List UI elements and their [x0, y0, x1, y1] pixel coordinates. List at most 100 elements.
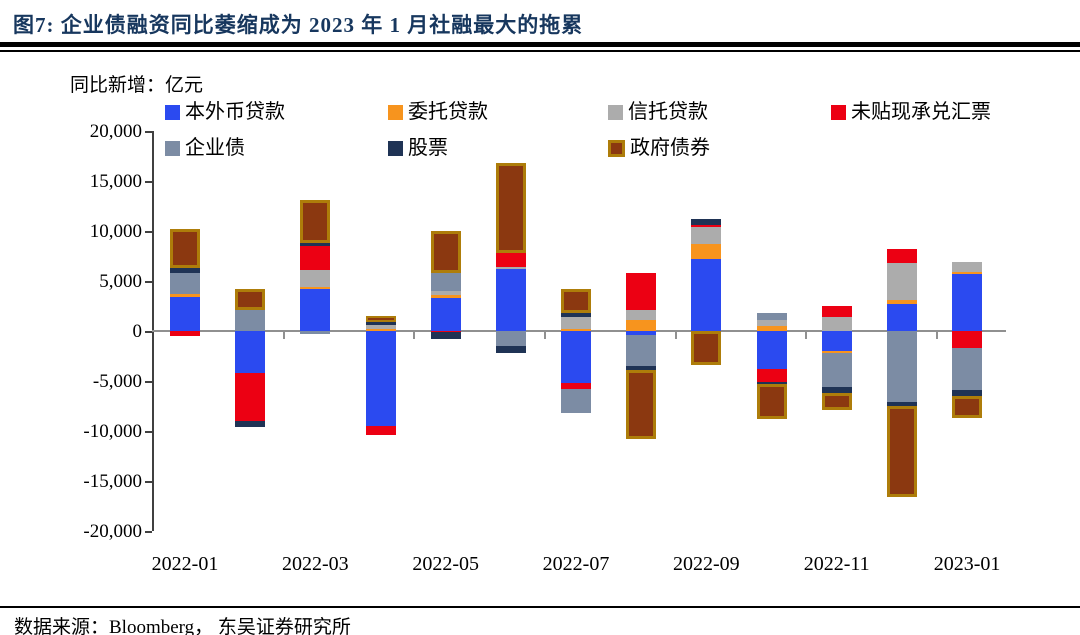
y-axis-tick — [145, 181, 152, 183]
y-axis-tick — [145, 531, 152, 533]
bar-segment-2022-03-未贴现承兑汇票 — [300, 245, 331, 270]
x-tick-label: 2022-05 — [412, 553, 479, 575]
bar-segment-2022-12-政府债券 — [886, 406, 917, 497]
bar-segment-2022-06-股票 — [495, 346, 526, 353]
x-tick-label: 2023-01 — [933, 553, 1001, 575]
x-tick-label: 2022-03 — [281, 553, 349, 575]
legend-label: 股票 — [408, 137, 448, 159]
bar-segment-2022-04-政府债券 — [365, 316, 396, 322]
x-tick-label: 2022-07 — [542, 553, 610, 575]
y-axis-tick — [145, 431, 152, 433]
bar-segment-2023-01-股票 — [952, 390, 983, 396]
y-tick-label: 0 — [132, 321, 143, 342]
bar-segment-2022-11-股票 — [821, 386, 852, 393]
bar-segment-2022-02-股票 — [235, 421, 266, 427]
legend-item: 本外币贷款 — [165, 102, 285, 122]
bar-segment-2022-05-政府债券 — [430, 230, 461, 274]
legend-swatch-2 — [388, 104, 403, 120]
legend-label: 本外币贷款 — [185, 101, 285, 123]
legend-label: 企业债 — [185, 137, 245, 159]
bar-segment-2022-02-本外币贷款 — [235, 331, 266, 373]
y-axis-tick — [145, 381, 152, 383]
legend-label: 未贴现承兑汇票 — [851, 101, 991, 123]
bar-segment-2022-05-股票 — [430, 332, 461, 340]
bar-segment-2022-09-股票 — [691, 218, 722, 226]
bar-segment-2022-01-政府债券 — [170, 229, 200, 269]
bar-segment-2022-12-股票 — [886, 401, 917, 406]
legend-swatch-5 — [165, 140, 180, 156]
y-tick-label: 15,000 — [89, 171, 142, 192]
bar-segment-2022-08-本外币贷款 — [626, 331, 657, 335]
legend-item: 企业债 — [165, 138, 245, 158]
bar-segment-2022-12-本外币贷款 — [886, 304, 917, 331]
bar-segment-2022-09-委托贷款 — [691, 244, 722, 260]
legend-swatch-7 — [608, 139, 625, 157]
x-tick-label: 2022-09 — [673, 553, 740, 575]
x-axis-tick — [413, 332, 416, 339]
bar-segment-2022-02-政府债券 — [235, 288, 266, 310]
bar-segment-2022-09-未贴现承兑汇票 — [691, 225, 722, 227]
bar-segment-2022-03-委托贷款 — [300, 286, 331, 289]
bar-segment-2022-11-企业债 — [821, 352, 852, 387]
bar-segment-2023-01-本外币贷款 — [952, 274, 983, 331]
bar-segment-2022-09-政府债券 — [691, 331, 722, 366]
bar-segment-2022-12-企业债 — [886, 331, 917, 402]
y-tick-label: 10,000 — [89, 221, 142, 242]
bar-segment-2022-10-委托贷款 — [756, 326, 787, 331]
title-divider — [0, 42, 1080, 52]
bar-segment-2022-02-未贴现承兑汇票 — [235, 373, 266, 421]
x-axis-tick — [935, 332, 938, 339]
bar-segment-2022-08-委托贷款 — [626, 319, 657, 331]
bar-segment-2022-10-股票 — [756, 382, 787, 385]
legend-swatch-6 — [388, 140, 403, 156]
legend-item: 委托贷款 — [388, 102, 488, 122]
bar-segment-2022-11-未贴现承兑汇票 — [821, 306, 852, 317]
bar-segment-2022-03-政府债券 — [300, 200, 331, 243]
bar-segment-2022-11-政府债券 — [821, 392, 852, 410]
bar-segment-2023-01-委托贷款 — [952, 271, 983, 275]
bar-segment-2022-12-未贴现承兑汇票 — [886, 248, 917, 263]
legend-label: 委托贷款 — [408, 101, 488, 123]
legend-swatch-4 — [831, 104, 846, 120]
bar-segment-2022-05-企业债 — [430, 273, 461, 291]
bar-segment-2022-12-信托贷款 — [886, 262, 917, 300]
bar-segment-2022-04-未贴现承兑汇票 — [365, 425, 396, 435]
bar-segment-2023-01-企业债 — [952, 348, 983, 390]
bar-segment-2022-06-企业债 — [495, 331, 526, 346]
bar-segment-2022-07-委托贷款 — [561, 328, 592, 331]
x-axis-tick — [543, 332, 546, 339]
x-axis-tick — [282, 332, 285, 339]
bar-segment-2023-01-信托贷款 — [952, 261, 983, 272]
bar-segment-2022-09-本外币贷款 — [691, 259, 722, 331]
bar-segment-2022-10-信托贷款 — [756, 320, 787, 327]
legend-label: 政府债券 — [630, 137, 710, 159]
bar-segment-2022-04-委托贷款 — [365, 329, 396, 331]
bar-segment-2022-05-本外币贷款 — [430, 297, 461, 331]
bar-segment-2022-05-委托贷款 — [430, 295, 461, 298]
bar-segment-2022-11-本外币贷款 — [821, 331, 852, 351]
bar-segment-2022-04-信托贷款 — [365, 325, 396, 330]
bar-segment-2022-04-股票 — [365, 321, 396, 325]
bar-segment-2022-10-企业债 — [756, 313, 787, 321]
bar-segment-2022-06-政府债券 — [495, 163, 526, 253]
legend-item: 股票 — [388, 138, 448, 158]
y-tick-label: 5,000 — [99, 271, 142, 292]
bar-segment-2022-07-股票 — [561, 312, 592, 317]
bar-segment-2022-10-未贴现承兑汇票 — [756, 369, 787, 382]
bar-segment-2023-01-未贴现承兑汇票 — [952, 331, 983, 348]
bar-segment-2022-10-政府债券 — [756, 384, 787, 420]
y-tick-label: 20,000 — [89, 121, 142, 142]
bar-segment-2022-03-信托贷款 — [300, 270, 331, 287]
legend-item: 政府债券 — [608, 138, 710, 158]
x-tick-label: 2022-11 — [803, 553, 870, 575]
bar-segment-2022-01-企业债 — [170, 272, 200, 294]
bar-segment-2022-07-本外币贷款 — [561, 331, 592, 383]
y-axis-tick — [145, 481, 152, 483]
x-tick-label: 2022-01 — [151, 553, 219, 575]
y-axis-tick — [145, 281, 152, 283]
y-tick-label: -5,000 — [92, 371, 142, 392]
bar-segment-2022-08-信托贷款 — [626, 309, 657, 320]
bar-segment-2022-04-本外币贷款 — [365, 331, 396, 426]
bar-segment-2022-05-信托贷款 — [430, 290, 461, 295]
